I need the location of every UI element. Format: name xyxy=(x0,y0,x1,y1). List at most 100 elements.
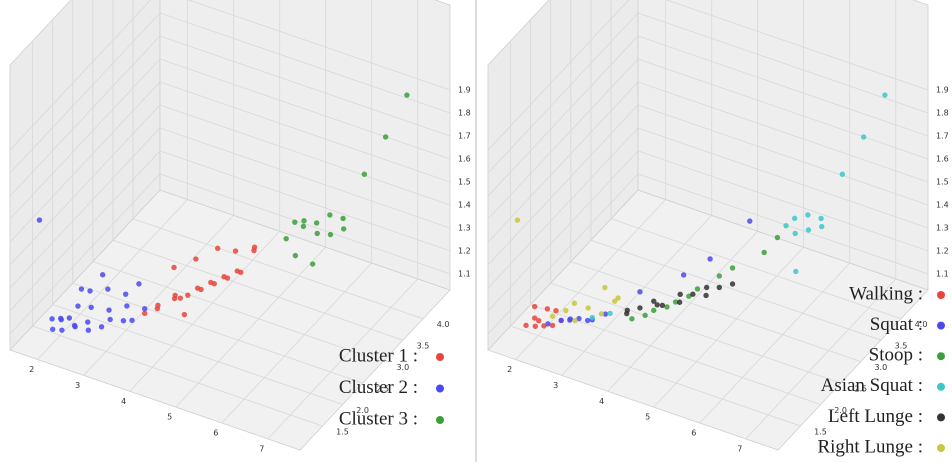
data-point xyxy=(716,273,723,279)
data-point xyxy=(624,307,630,313)
data-point xyxy=(99,272,106,278)
data-point xyxy=(607,310,613,317)
panel: 2 3 4 5 6 7 1.5 2.0 2.5 3.0 3.5 4.0 1.1 1.2 1.3 1.4 1.5 1… xyxy=(9,0,471,453)
legend-label: Cluster 2 : xyxy=(339,377,418,398)
data-point xyxy=(215,245,221,252)
data-point xyxy=(567,316,574,322)
data-point xyxy=(571,300,578,306)
data-point xyxy=(729,265,736,271)
data-point xyxy=(129,317,135,323)
x-tick-label: 5 xyxy=(167,413,172,422)
data-point xyxy=(629,316,635,322)
data-point xyxy=(818,223,825,230)
grid-line xyxy=(92,261,383,363)
legend-marker xyxy=(436,353,444,361)
legend-marker xyxy=(937,413,945,422)
z-tick-label: 1.1 xyxy=(458,269,471,278)
data-point xyxy=(531,315,538,321)
y-tick-label: 4.0 xyxy=(437,320,450,329)
data-point xyxy=(805,212,811,218)
grid-line xyxy=(187,0,451,91)
data-point xyxy=(98,324,105,330)
data-point xyxy=(124,303,130,309)
data-point xyxy=(793,268,799,275)
grid-line xyxy=(9,104,161,266)
grid-line xyxy=(487,0,630,151)
grid-line xyxy=(637,12,929,114)
grid-line xyxy=(570,261,861,363)
data-point xyxy=(404,92,410,98)
grid-line xyxy=(72,282,363,384)
data-point xyxy=(105,286,111,292)
data-point xyxy=(659,302,666,309)
legend-label: Squat : xyxy=(870,314,923,335)
data-point xyxy=(221,274,227,280)
grid-line xyxy=(159,127,451,229)
data-point xyxy=(177,295,184,301)
data-point xyxy=(558,317,564,324)
data-point xyxy=(664,304,670,310)
data-point xyxy=(676,299,683,305)
grid-line xyxy=(637,35,929,137)
data-point xyxy=(563,307,569,314)
data-point xyxy=(141,310,148,316)
grid-line xyxy=(267,278,419,440)
grid-line xyxy=(665,0,929,91)
grid-line xyxy=(653,246,805,408)
data-point xyxy=(882,92,888,98)
grid-line xyxy=(9,150,161,312)
legend-marker xyxy=(436,416,444,424)
data-point xyxy=(602,284,608,291)
data-point xyxy=(327,231,334,238)
data-point xyxy=(545,321,551,327)
data-point xyxy=(677,291,683,298)
grid-line xyxy=(637,127,929,229)
grid-line xyxy=(221,262,373,424)
data-point xyxy=(544,306,551,312)
z-tick-label: 1.3 xyxy=(458,223,471,232)
z-tick-label: 1.5 xyxy=(458,177,471,186)
grid-line xyxy=(37,199,188,360)
data-point xyxy=(589,314,595,321)
data-point xyxy=(234,268,240,274)
data-point xyxy=(637,305,643,311)
grid-line xyxy=(159,173,451,275)
data-point xyxy=(251,244,258,250)
grid-line xyxy=(112,239,404,341)
legend-marker xyxy=(937,382,945,391)
grid-line xyxy=(607,230,758,392)
grid-line xyxy=(175,246,327,408)
z-tick-label: 1.1 xyxy=(936,269,949,278)
data-point xyxy=(860,134,867,140)
y-tick-label: 3.5 xyxy=(895,342,908,351)
grid-line xyxy=(637,173,929,275)
data-point xyxy=(309,261,316,267)
data-point xyxy=(87,288,93,294)
data-point xyxy=(654,302,660,308)
legend-marker xyxy=(937,352,945,361)
y-tick-label: 2.0 xyxy=(356,406,369,415)
data-point xyxy=(106,307,112,313)
data-point xyxy=(642,312,648,319)
z-tick-label: 1.9 xyxy=(936,86,949,95)
z-tick-label: 1.6 xyxy=(458,154,471,163)
data-point xyxy=(36,217,43,223)
data-point xyxy=(541,323,547,329)
grid-line xyxy=(561,215,712,376)
grid-line xyxy=(129,230,280,392)
grid-line xyxy=(590,239,882,341)
legend-marker xyxy=(937,444,945,452)
data-point xyxy=(553,307,559,314)
data-point xyxy=(531,303,538,310)
grid-line xyxy=(52,304,343,405)
legend-label: Left Lunge : xyxy=(828,406,923,427)
grid-line xyxy=(487,12,639,174)
z-tick-label: 1.7 xyxy=(458,132,471,141)
grid-line xyxy=(9,81,161,243)
data-point xyxy=(136,281,142,287)
x-tick-label: 2 xyxy=(29,365,34,374)
grid-line xyxy=(9,173,161,335)
data-point xyxy=(75,303,81,309)
x-tick-label: 6 xyxy=(691,429,696,438)
data-point xyxy=(584,317,591,324)
